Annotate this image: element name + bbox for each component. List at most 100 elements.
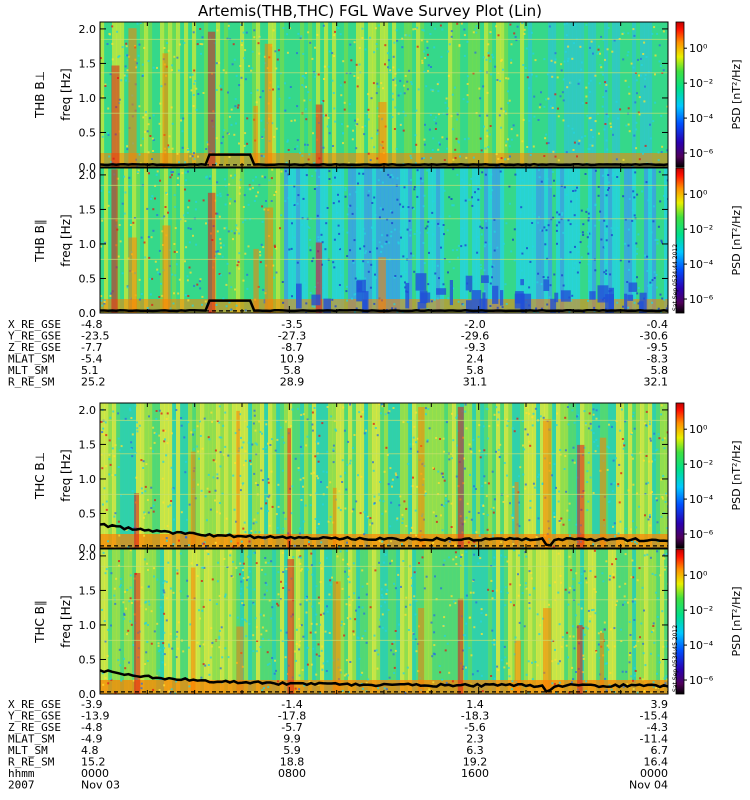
ephemeris-row-name: X_RE_GSE [8, 318, 61, 331]
y-tick-label: 0.5 [79, 654, 97, 667]
colorbar-gradient [675, 167, 685, 314]
ephemeris-row-name: R_RE_SM [8, 376, 55, 389]
colorbar-label: PSD [nT²/Hz] [730, 440, 743, 510]
colorbar-label: PSD [nT²/Hz] [730, 205, 743, 275]
ephemeris-value: -27.3 [278, 330, 306, 343]
chart-title: Artemis(THB,THC) FGL Wave Survey Plot (L… [198, 2, 542, 20]
ephemeris-value: 2.4 [466, 353, 484, 366]
ephemeris-value: 15.2 [81, 756, 106, 769]
ephemeris-value: -18.3 [461, 710, 489, 723]
ephemeris-value: 6.3 [466, 744, 484, 757]
colorbar-tick-label: 10⁻⁶ [689, 528, 714, 541]
y-tick-label: 0.5 [79, 273, 97, 286]
y-tick-label: 2.0 [79, 550, 97, 563]
spectrogram-image [100, 22, 668, 167]
colorbar-tick-label: 10⁻⁶ [689, 674, 714, 687]
y-tick-label: 0.0 [79, 307, 97, 320]
ephemeris-value: 0000 [81, 767, 109, 780]
colorbar-tick-label: 10⁰ [689, 42, 708, 55]
ephemeris-value: -17.8 [278, 710, 306, 723]
ephemeris-value: 0000 [640, 767, 668, 780]
ephemeris-table-2: X_RE_GSEY_RE_GSEZ_RE_GSEMLAT_SMMLT_SMR_R… [8, 698, 668, 792]
ephemeris-value: -5.7 [281, 721, 302, 734]
ephemeris-value: -15.4 [640, 710, 668, 723]
y-tick-label: 0.0 [79, 161, 97, 174]
y-tick-label: 1.5 [79, 203, 97, 216]
y-tick-label: 2.0 [79, 23, 97, 36]
ephemeris-value: 19.2 [463, 756, 488, 769]
y-tick-label: 2.0 [79, 404, 97, 417]
ephemeris-row-name: hhmm [8, 767, 35, 780]
ephemeris-value: 5.8 [466, 364, 484, 377]
ephemeris-value: -4.9 [81, 733, 102, 746]
run-stamp: Sat Sep 0534:45 2012 [672, 625, 679, 692]
ephemeris-value: -3.9 [81, 698, 102, 711]
y-tick-label: 1.5 [79, 438, 97, 451]
ephemeris-value: -30.6 [640, 330, 668, 343]
ephemeris-row-name: Y_RE_GSE [8, 710, 61, 723]
ephemeris-value: 1600 [461, 767, 489, 780]
ephemeris-value: 16.4 [644, 756, 669, 769]
probe-label: THB B⊥ [33, 71, 47, 119]
ephemeris-value: 0800 [278, 767, 306, 780]
ephemeris-value: 2.3 [466, 733, 484, 746]
colorbar-1: 10⁰ 10⁻² 10⁻⁴ 10⁻⁶ PSD [nT²/Hz] [675, 21, 743, 168]
y-tick-label: 1.5 [79, 57, 97, 70]
ephemeris-value: 3.9 [651, 698, 669, 711]
ephemeris-value: 5.1 [81, 364, 99, 377]
colorbar-label: PSD [nT²/Hz] [730, 59, 743, 129]
ephemeris-value: 32.1 [644, 376, 669, 389]
ephemeris-value: -5.6 [464, 721, 485, 734]
probe-label: THC B∥ [33, 600, 47, 644]
colorbar-tick-label: 10⁻⁴ [689, 258, 714, 271]
spectrogram-panel-3: 0.0 0.5 1.0 1.5 2.0 freq [Hz] THC B⊥ [33, 402, 669, 555]
y-axis-label: freq [Hz] [59, 214, 73, 266]
ephemeris-value: 1.4 [466, 698, 484, 711]
colorbar-tick-label: 10⁻⁴ [689, 112, 714, 125]
ephemeris-value: 4.8 [81, 744, 99, 757]
colorbar-3: 10⁰ 10⁻² 10⁻⁴ 10⁻⁶ PSD [nT²/Hz] [675, 402, 743, 549]
y-tick-label: 0.0 [79, 688, 97, 701]
ephemeris-value: -2.0 [464, 318, 485, 331]
y-tick-label: 1.0 [79, 92, 97, 105]
y-tick-label: 0.5 [79, 508, 97, 521]
ephemeris-row-name: Z_RE_GSE [8, 721, 61, 734]
ephemeris-value: 6.7 [651, 744, 669, 757]
ephemeris-value: 5.8 [651, 364, 669, 377]
spectrogram-image [100, 549, 668, 694]
colorbar-tick-label: 10⁰ [689, 188, 708, 201]
colorbar-gradient [675, 548, 685, 695]
ephemeris-value: -29.6 [461, 330, 489, 343]
ephemeris-value: -13.9 [81, 710, 109, 723]
ephemeris-row-name: R_RE_SM [8, 756, 55, 769]
ephemeris-value: 5.9 [283, 744, 301, 757]
colorbar-tick-label: 10⁻⁴ [689, 493, 714, 506]
y-tick-label: 0.5 [79, 127, 97, 140]
ephemeris-value: -4.8 [81, 318, 102, 331]
ephemeris-value: -9.3 [464, 341, 485, 354]
ephemeris-value: -3.5 [281, 318, 302, 331]
cyclotron-trace [100, 669, 668, 694]
y-axis-label: freq [Hz] [59, 595, 73, 647]
ephemeris-value: 18.8 [280, 756, 305, 769]
ephemeris-value: -1.4 [281, 698, 302, 711]
ephemeris-row-name: 2007 [8, 779, 35, 792]
cyclotron-trace [100, 522, 668, 547]
ephemeris-value: Nov 03 [81, 779, 120, 792]
spectrogram-panel-1: 0.0 0.5 1.0 1.5 2.0 freq [Hz] THB B⊥ [33, 21, 669, 174]
colorbar-tick-label: 10⁻² [689, 223, 713, 236]
ephemeris-value: -23.5 [81, 330, 109, 343]
ephemeris-value: 9.9 [283, 733, 301, 746]
colorbar-gradient [675, 402, 685, 549]
ephemeris-row-name: X_RE_GSE [8, 698, 61, 711]
spectrogram-image [100, 403, 668, 548]
y-tick-label: 0.0 [79, 542, 97, 555]
spectrogram-panel-4: 0.0 0.5 1.0 1.5 2.0 freq [Hz] THC B∥ [33, 548, 669, 701]
ephemeris-value: -7.7 [81, 341, 102, 354]
y-tick-label: 1.5 [79, 584, 97, 597]
probe-label: THC B⊥ [33, 452, 47, 500]
ephemeris-value: 28.9 [280, 376, 305, 389]
ephemeris-value: -11.4 [640, 733, 668, 746]
ephemeris-value: 10.9 [280, 353, 305, 366]
ephemeris-value: 31.1 [463, 376, 488, 389]
